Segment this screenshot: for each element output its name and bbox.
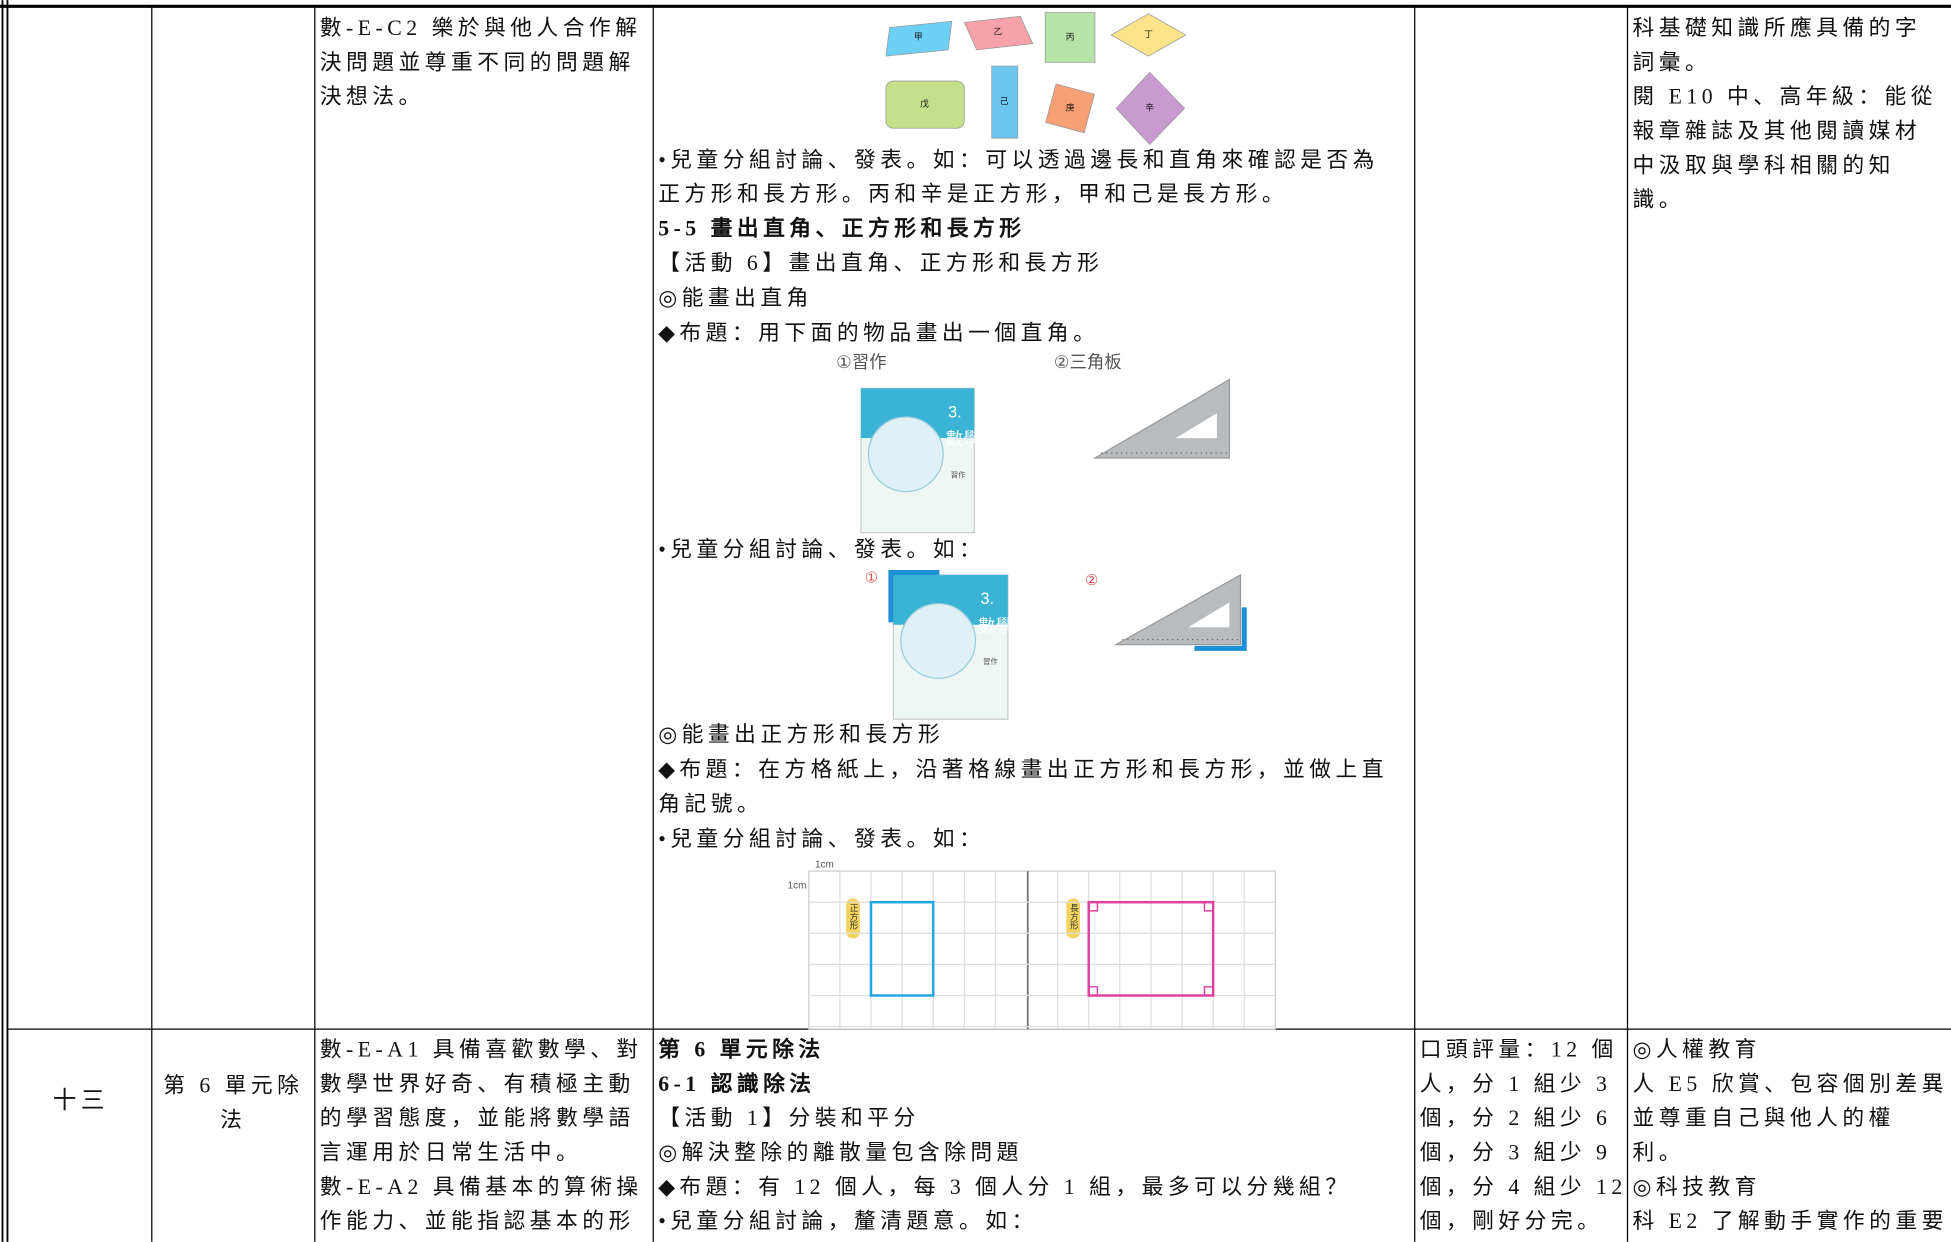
- discussion-line: •兒童分組討論、發表。如：可以透過邊長和直角來確認是否為: [658, 148, 1379, 172]
- issue-line: ◎科技教育: [1632, 1175, 1760, 1199]
- competency-line: 數-E-A2 具備基本的算術操: [320, 1175, 643, 1199]
- shape-label: 庚: [1066, 101, 1075, 112]
- issue-line: 利。: [1632, 1141, 1685, 1165]
- issue-line: 並尊重自己與他人的權: [1632, 1106, 1894, 1130]
- activity-line: ◎解決整除的離散量包含除問題: [658, 1141, 1023, 1165]
- grid-label: 1cm: [815, 860, 834, 871]
- answer-label: ②: [1085, 572, 1098, 589]
- assessment-line: 個，分 4 組少 12: [1420, 1175, 1627, 1199]
- book-subtitle: 習作: [983, 656, 998, 666]
- activity-title: 【活動 6】畫出直角、正方形和長方形: [658, 251, 1103, 275]
- competency-line: 數-E-A1 具備喜歡數學、對: [320, 1038, 643, 1062]
- shape-label: 乙: [994, 26, 1003, 36]
- shape-label: 丁: [1144, 29, 1153, 39]
- tools-figure: [860, 378, 1230, 534]
- answer-figure: [888, 569, 1247, 720]
- assessment-line: 個，分 3 組少 9: [1420, 1141, 1612, 1165]
- competency-line: 的學習態度，並能將數學語: [320, 1106, 635, 1130]
- assessment-line: 口頭評量：12 個: [1420, 1038, 1618, 1062]
- shape-label: 戊: [920, 98, 929, 109]
- issue-line: 報章雜誌及其他閱讀媒材: [1632, 119, 1921, 143]
- assessment-line: 人，分 1 組少 3: [1420, 1072, 1612, 1096]
- shape-label: 己: [1000, 96, 1009, 106]
- issue-line: 中汲取與學科相關的知: [1632, 153, 1894, 177]
- issue-line: 科 E2 了解動手實作的重要: [1632, 1209, 1947, 1233]
- book-title: 數學: [946, 429, 981, 449]
- book-number: 3.: [948, 403, 961, 421]
- shape-label: 辛: [1145, 101, 1154, 112]
- week: 十三: [53, 1087, 109, 1114]
- goal-line: ◎能畫出直角: [658, 286, 813, 310]
- task-line: ◆布題：用下面的物品畫出一個直角。: [658, 321, 1099, 345]
- competency-line: 數學世界好奇、有積極主動: [320, 1072, 635, 1096]
- section-title: 5-5 畫出直角、正方形和長方形: [658, 215, 1025, 240]
- shape-label: 丙: [1066, 31, 1075, 41]
- book-title: 數學: [978, 616, 1013, 636]
- shape-label: 甲: [914, 31, 923, 41]
- issue-line: 科基礎知識所應具備的字: [1632, 15, 1921, 40]
- competency-line: 決問題並尊重不同的問題解: [320, 50, 635, 74]
- tool-label: ②三角板: [1054, 352, 1122, 372]
- assessment-line: 個，分 2 組少 6: [1420, 1106, 1612, 1130]
- grid-label: 正方形: [849, 903, 859, 930]
- competency-line: 言運用於日常生活中。: [320, 1141, 582, 1165]
- shapes-figure: [885, 12, 1187, 145]
- grid-figure: [808, 870, 1276, 1030]
- competency-line: 作能力、並能指認基本的形: [320, 1209, 635, 1233]
- discussion-line: 正方形和長方形。丙和辛是正方形，甲和己是長方形。: [658, 182, 1288, 206]
- unit-line: 法: [220, 1108, 246, 1132]
- book-subtitle: 習作: [951, 469, 966, 479]
- task-line: 角記號。: [658, 792, 763, 816]
- competency-line: 決想法。: [320, 85, 425, 109]
- issue-line: 詞彙。: [1632, 50, 1711, 74]
- activity-heading: 6-1 認識除法: [658, 1071, 815, 1096]
- activity-line: •兒童分組討論，釐清題意。如：: [658, 1209, 1038, 1233]
- discussion-line: •兒童分組討論、發表。如：: [658, 827, 985, 851]
- answer-label: ①: [865, 570, 878, 587]
- issue-line: 識。: [1632, 188, 1685, 212]
- competency-line: 數-E-C2 樂於與他人合作解: [320, 16, 642, 40]
- book-number: 3.: [980, 590, 993, 608]
- goal-line: ◎能畫出正方形和長方形: [658, 723, 944, 747]
- issue-line: 人 E5 欣賞、包容個別差異: [1632, 1072, 1947, 1096]
- tool-label: ①習作: [836, 352, 886, 372]
- discussion-line: •兒童分組討論、發表。如：: [658, 537, 985, 561]
- task-line: ◆布題：在方格紙上，沿著格線畫出正方形和長方形，並做上直: [658, 758, 1388, 782]
- issue-line: ◎人權教育: [1632, 1038, 1760, 1062]
- grid-label: 1cm: [788, 881, 807, 892]
- issue-line: 閱 E10 中、高年級：能從: [1632, 85, 1937, 109]
- activity-heading: 第 6 單元除法: [658, 1037, 824, 1062]
- unit-line: 第 6 單元除: [163, 1074, 303, 1098]
- grid-label: 長方形: [1069, 903, 1079, 930]
- assessment-line: 個，剛好分完。: [1420, 1209, 1604, 1233]
- activity-line: ◆布題：有 12 個人，每 3 個人分 1 組，最多可以分幾組？: [658, 1175, 1351, 1199]
- activity-line: 【活動 1】分裝和平分: [658, 1106, 920, 1130]
